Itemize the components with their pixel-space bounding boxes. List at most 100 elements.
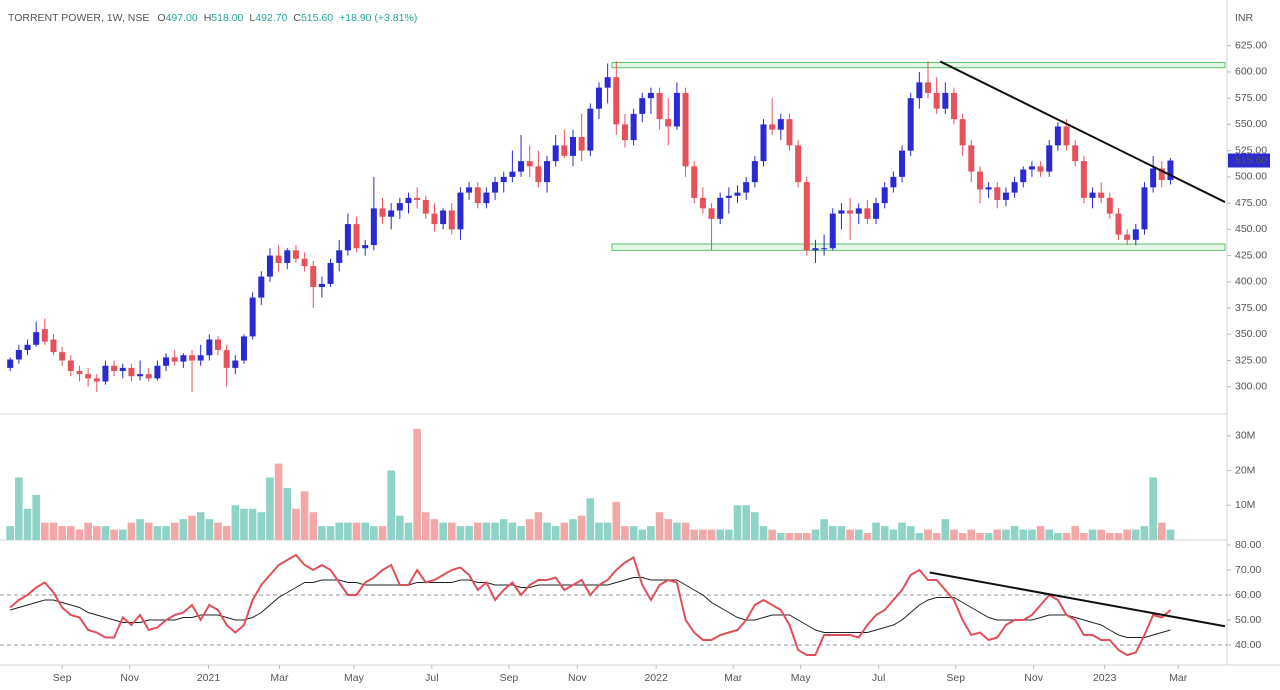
volume-bar [802,533,811,540]
x-tick-label: 2022 [644,672,668,684]
y-tick-label: 350.00 [1235,328,1267,340]
candle-body [292,250,299,259]
x-tick-label: 2021 [197,672,221,684]
volume-bar [499,519,508,540]
trendline [929,571,1226,628]
volume-bar [292,508,300,540]
volume-bar [41,522,49,540]
candle-body [587,108,594,151]
volume-bar [300,491,309,540]
volume-bar [932,533,941,540]
candle-body [111,365,118,372]
candle-body [855,208,862,214]
candle-body [353,224,360,249]
volume-bar [179,519,188,540]
volume-bar [915,533,924,540]
candle-body [466,187,473,193]
candle-body [500,176,507,183]
candle-body [1046,145,1053,172]
candle-body [699,197,706,209]
candle-body [647,92,654,99]
volume-bar [153,526,162,540]
volume-bar [759,526,768,540]
candle-body [145,374,152,379]
candle-body [492,182,499,193]
symbol: TORRENT POWER, 1W, NSE [8,12,149,24]
candle-body [76,371,83,375]
volume-bar [387,470,395,540]
candle-body [370,208,377,246]
candle-body [362,245,369,249]
quote-value: 518.00 [211,12,243,24]
y-tick-label: 325.00 [1235,354,1267,366]
y-tick-label: 300.00 [1235,381,1267,393]
candle-body [336,250,343,263]
candle-body [639,98,646,114]
candle-body [215,339,222,351]
price-zone [611,61,1226,69]
volume-bar [162,526,170,540]
volume-bar [1106,533,1114,540]
candle-body [171,357,178,362]
header: TORRENT POWER, 1W, NSE O497.00 H518.00 L492… [8,12,417,24]
volume-bar [396,515,404,540]
volume-bar [1045,529,1054,540]
candle-body [1106,197,1113,214]
candle-body [379,208,386,217]
candle-body [873,203,880,219]
candle-body [561,145,568,156]
x-tick-label: Sep [946,672,965,684]
x-tick-label: Jul [872,672,885,684]
volume-bar [447,522,456,540]
candle-body [266,255,273,277]
volume-bar [1036,526,1045,540]
candle-body [275,255,282,263]
y-tick-label: 40.00 [1235,639,1261,651]
candle-body [665,119,672,127]
candle-body [93,378,100,382]
volume-bar [84,522,92,540]
y-tick-label: 525.00 [1235,144,1267,156]
candle-body [968,145,975,172]
volume-bar [733,505,742,540]
x-tick-label: Mar [1169,672,1188,684]
volume-bar [1123,529,1131,540]
y-tick-label: 20M [1235,464,1255,476]
volume-bar [1132,529,1140,540]
rsi-line [9,553,1172,657]
candle-body [405,197,412,204]
candle-body [33,332,40,345]
volume-bar [430,519,439,540]
volume-bar [621,526,629,540]
volume-bar [716,529,725,540]
volume-bar [1019,529,1028,540]
candle-body [50,339,57,353]
candle-body [396,203,403,211]
volume-bar [647,526,655,540]
candle-body [258,276,265,298]
candle-body [518,161,525,172]
volume-bar [326,526,335,540]
candle-body [570,136,577,156]
candle-body [232,360,239,368]
volume-bar [551,526,560,540]
candle-body [388,210,395,217]
volume-bar [993,529,1002,540]
x-tick-label: Sep [53,672,72,684]
volume-bar [361,522,369,540]
candle-body [414,197,421,200]
volume-bar [309,512,318,540]
x-tick-label: Sep [500,672,519,684]
volume-bar [1097,529,1105,540]
candle-body [691,166,698,198]
candle-body [595,87,602,109]
candle-body [163,357,170,366]
volume-bar [75,529,84,540]
quote-value: 492.70 [255,12,287,24]
volume-bar [240,508,248,540]
volume-bar [205,519,214,540]
y-tick-label: 625.00 [1235,39,1267,51]
candle-body [344,224,351,251]
y-tick-label: 575.00 [1235,92,1267,104]
volume-bar [136,519,144,540]
